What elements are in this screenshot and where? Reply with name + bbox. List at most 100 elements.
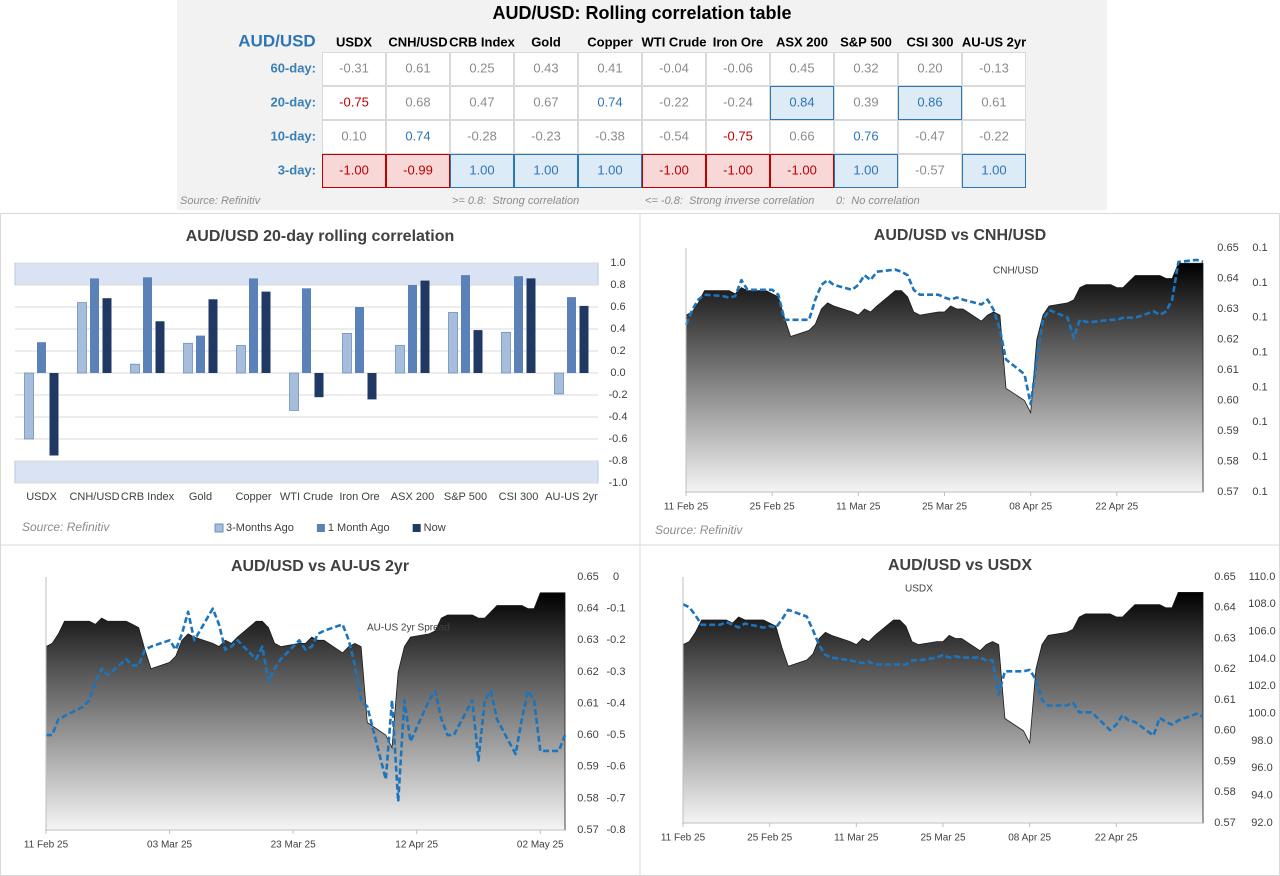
x-tick-label: AU-US 2yr [545,491,598,503]
cell-value: 0.47 [469,94,494,109]
cell-value: -0.31 [339,60,369,75]
y2-tick-label: -0.4 [607,697,626,709]
bar [501,331,511,374]
table-cell [898,120,962,154]
table-note: <= -0.8: Strong inverse correlation [645,195,814,207]
cell-value: -0.47 [915,128,945,143]
y2-tick-label: -0.2 [607,634,626,646]
cell-value: 1.00 [597,162,622,177]
table-cell [450,86,514,120]
x-tick-label: 25 Feb 25 [747,833,792,844]
cell-value: -0.28 [467,128,497,143]
y2-tick-label: 0.1 [1252,416,1267,428]
cell-value: -0.75 [339,94,369,109]
y2-tick-label: -0.1 [607,603,626,615]
table-cell [578,86,642,120]
table-cell [322,120,386,154]
y-tick-label: 0.2 [610,345,625,357]
bar [130,363,140,374]
y-tick-label: 0.57 [1217,486,1238,498]
bar [367,373,377,400]
table-cell [962,52,1026,86]
series-label: AU-US 2yr Spread [367,623,450,634]
legend-label: Now [424,522,446,534]
table-cell [962,120,1026,154]
bar [395,345,405,374]
column-header: S&P 500 [840,34,892,49]
y2-tick-label: -0.7 [607,792,626,804]
y-tick-label: 0.62 [1217,333,1238,345]
cell-value: 1.00 [981,162,1006,177]
x-tick-label: 11 Feb 25 [664,502,709,513]
cell-value: -1.00 [659,162,689,177]
table-cell [834,86,898,120]
cell-value: -1.00 [339,162,369,177]
bar [314,373,324,398]
cell-value: 0.41 [597,60,622,75]
y2-tick-label: 110.0 [1249,571,1276,583]
y-tick-label: 1.0 [610,257,625,269]
y-tick-label: 0.63 [577,634,598,646]
y-tick-label: 0.65 [1217,242,1238,254]
y-tick-label: 0.61 [1217,364,1238,376]
cell-value: 1.00 [469,162,494,177]
y-tick-label: -0.2 [609,389,628,401]
x-tick-label: USDX [26,491,57,503]
y-tick-label: 0.59 [577,761,598,773]
bar [155,321,165,373]
table-cell [578,120,642,154]
table-cell [322,154,386,188]
row-label: 20-day: [270,94,316,109]
y-tick-label: 0.64 [1217,272,1238,284]
cell-value: 0.66 [789,128,814,143]
y-tick-label: 0.8 [610,279,625,291]
cell-value: 0.86 [917,94,942,109]
cell-value: 0.45 [789,60,814,75]
bar [102,298,112,373]
bar [37,342,46,373]
x-tick-label: 08 Apr 25 [1008,833,1051,844]
cell-value: -0.13 [979,60,1009,75]
bar [567,297,576,373]
chart-title: AUD/USD vs CNH/USD [874,227,1046,244]
bar [261,291,271,373]
table-cell [578,154,642,188]
y-tick-label: 0.63 [1217,303,1238,315]
line [46,607,567,803]
bar [420,280,430,373]
table-cell [642,120,706,154]
x-tick-label: S&P 500 [444,491,487,503]
x-tick-label: CNH/USD [69,491,119,503]
table-note: >= 0.8: Strong correlation [452,195,579,207]
bar [24,372,34,440]
row-label: 10-day: [270,128,316,143]
legend-label: 3-Months Ago [226,522,294,534]
table-cell [706,154,770,188]
x-tick-label: 25 Feb 25 [750,502,795,513]
column-header: ASX 200 [776,34,828,49]
cell-value: 0.76 [853,128,878,143]
y-tick-label: 0.60 [577,729,598,741]
y2-tick-label: 0.1 [1252,451,1267,463]
table-cell [514,52,578,86]
cell-value: 0.68 [405,94,430,109]
bar [342,332,352,374]
table-cell [386,120,450,154]
bar [77,302,87,374]
table-corner: AUD/USD [238,31,315,50]
table-title: AUD/USD: Rolling correlation table [492,3,791,23]
cell-value: 0.67 [533,94,558,109]
column-header: Gold [531,34,561,49]
y2-tick-label: -0.5 [607,729,626,741]
table-cell [898,52,962,86]
y-tick-label: 0.58 [1217,455,1238,467]
table-note: 0: No correlation [836,195,920,207]
area [685,262,1204,493]
table-cell [770,52,834,86]
cell-value: 0.84 [789,94,814,109]
x-tick-label: 25 Mar 25 [920,833,965,844]
line [682,603,1204,737]
y-tick-label: -0.8 [609,455,628,467]
bar [554,372,564,395]
table-cell [770,120,834,154]
